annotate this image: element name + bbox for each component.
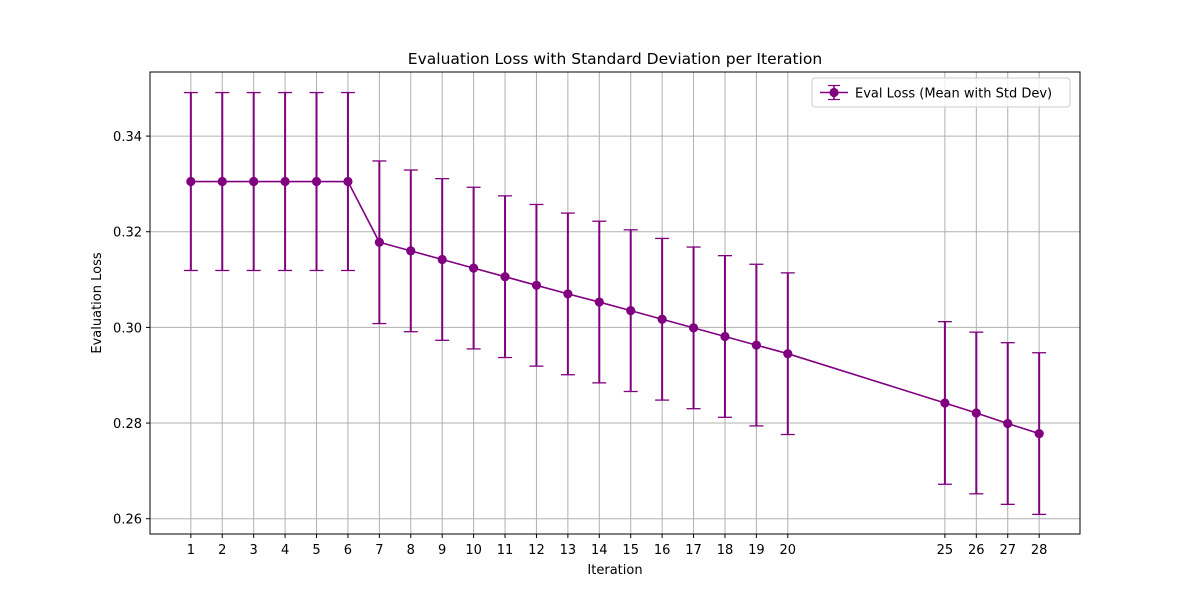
x-tick-label: 3 <box>250 543 258 558</box>
x-tick-label: 11 <box>497 543 514 558</box>
y-axis-label: Evaluation Loss <box>90 252 105 353</box>
data-point <box>249 176 259 187</box>
data-point <box>311 176 322 187</box>
legend-label: Eval Loss (Mean with Std Dev) <box>855 87 1052 102</box>
x-tick-label: 18 <box>717 543 734 558</box>
data-point <box>217 176 227 187</box>
y-tick-label: 0.26 <box>113 513 142 528</box>
data-point <box>751 340 761 350</box>
x-tick-label: 13 <box>560 543 577 558</box>
x-tick-label: 2 <box>218 543 226 558</box>
x-tick-label: 20 <box>780 543 797 558</box>
data-point <box>437 254 447 265</box>
data-point <box>657 314 667 324</box>
x-tick-label: 9 <box>438 543 446 558</box>
x-tick-label: 12 <box>528 543 545 558</box>
x-tick-label: 4 <box>281 543 289 558</box>
data-point <box>563 289 573 299</box>
data-point <box>280 176 290 187</box>
chart-title: Evaluation Loss with Standard Deviation … <box>408 50 822 68</box>
data-point <box>940 398 950 408</box>
x-tick-label: 25 <box>937 543 954 558</box>
data-point <box>594 297 604 307</box>
legend-box <box>811 77 1071 108</box>
data-point <box>531 280 542 290</box>
axis-ticks: 1 2 3 4 5 6 7 8 9 10 11 12 13 14 15 16 17 18 19 20 25 26 27 280… <box>113 130 1047 558</box>
data-point <box>374 237 384 247</box>
x-tick-label: 19 <box>748 543 765 558</box>
x-tick-label: 1 <box>187 543 195 558</box>
x-tick-label: 7 <box>375 543 383 558</box>
x-tick-label: 5 <box>312 543 320 558</box>
data-point <box>186 176 196 187</box>
plot-area-frame <box>149 71 1081 535</box>
data-point <box>1034 428 1044 439</box>
legend-marker-swatch <box>829 87 839 98</box>
x-tick-label: 16 <box>654 543 671 558</box>
x-tick-label: 28 <box>1031 543 1048 558</box>
x-tick-label: 15 <box>622 543 639 558</box>
series-line <box>190 180 1040 435</box>
grid <box>150 72 1080 534</box>
x-tick-label: 17 <box>685 543 702 558</box>
data-point <box>406 246 416 256</box>
y-tick-label: 0.28 <box>113 417 142 432</box>
data-point <box>783 349 793 359</box>
data-point <box>720 331 730 342</box>
x-axis-label: Iteration <box>587 563 642 578</box>
data-point <box>971 408 981 418</box>
x-tick-label: 27 <box>999 543 1016 558</box>
x-tick-label: 26 <box>968 543 985 558</box>
series-layer <box>183 91 1047 516</box>
x-tick-label: 6 <box>344 543 352 558</box>
data-point <box>1003 418 1013 429</box>
x-tick-label: 14 <box>591 543 608 558</box>
data-point <box>343 176 353 187</box>
x-tick-label: 10 <box>465 543 482 558</box>
y-tick-label: 0.34 <box>113 130 142 145</box>
y-tick-label: 0.32 <box>113 226 142 241</box>
data-point <box>469 263 479 273</box>
data-point <box>626 306 636 316</box>
y-tick-label: 0.30 <box>113 321 142 336</box>
x-tick-label: 8 <box>407 543 415 558</box>
data-point <box>688 323 699 333</box>
legend: Eval Loss (Mean with Std Dev) <box>811 77 1071 108</box>
data-point <box>500 272 510 282</box>
